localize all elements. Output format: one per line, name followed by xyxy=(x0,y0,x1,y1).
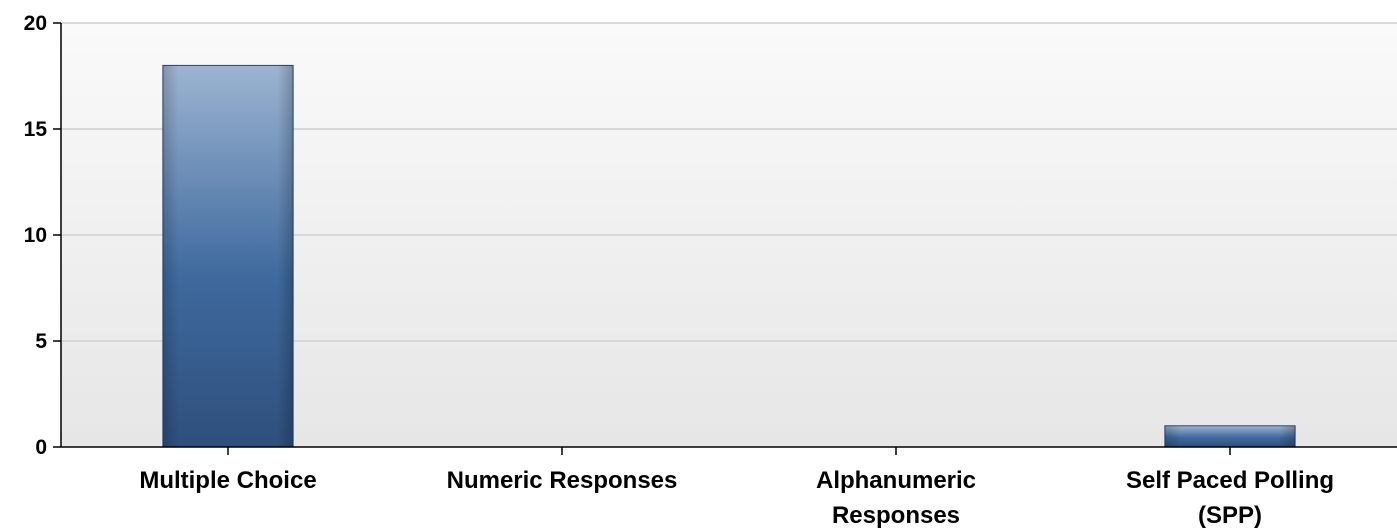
bar[interactable] xyxy=(1164,425,1296,448)
y-tick-label: 0 xyxy=(35,436,47,459)
bar-shading xyxy=(1164,425,1296,447)
category-label-line: Self Paced Polling xyxy=(1126,467,1334,494)
y-tick-label: 10 xyxy=(24,224,47,247)
y-tick-label: 20 xyxy=(24,12,47,35)
y-tick-labels: 0 5 10 15 20 xyxy=(24,12,48,459)
y-tick-label: 5 xyxy=(35,330,47,353)
y-tick-label: 15 xyxy=(24,118,48,141)
category-label-line: Numeric Responses xyxy=(447,467,678,494)
category-label: Multiple Choice xyxy=(139,467,316,494)
category-label: Numeric Responses xyxy=(447,467,678,494)
category-label: Self Paced Polling (SPP) xyxy=(1126,467,1334,529)
bars xyxy=(162,64,1296,448)
axes xyxy=(53,22,1397,455)
bar-shading xyxy=(162,65,294,448)
category-label-line: Responses xyxy=(832,502,960,529)
category-label-line: Multiple Choice xyxy=(139,467,316,494)
bar[interactable] xyxy=(162,64,294,448)
category-label-line: Alphanumeric xyxy=(816,467,976,494)
category-labels: Multiple Choice Numeric Responses Alphanum… xyxy=(139,467,1334,529)
category-label-line: (SPP) xyxy=(1198,502,1262,529)
category-label: Alphanumeric Responses xyxy=(816,467,976,529)
